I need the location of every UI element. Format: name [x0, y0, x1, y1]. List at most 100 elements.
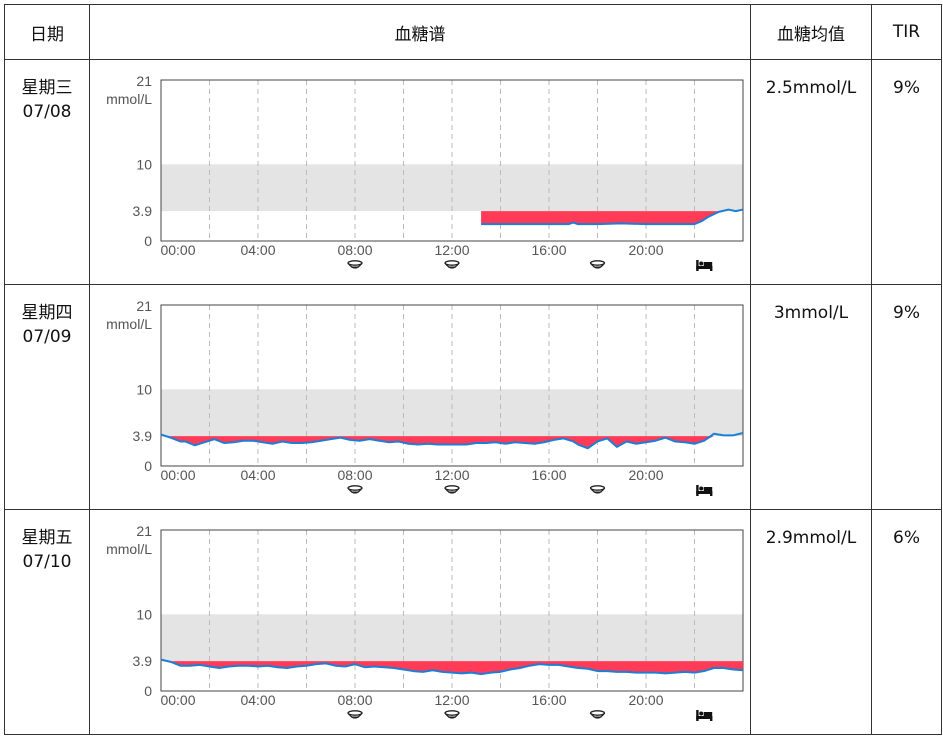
bowl-rim — [347, 710, 363, 716]
bowl-body — [444, 487, 460, 494]
bowl-rim — [589, 485, 606, 491]
bed-icon — [696, 710, 713, 721]
y-axis-unit: mmol/L — [106, 91, 152, 107]
header-glucose-profile: 血糖谱 — [89, 4, 751, 60]
y-tick-label: 10 — [136, 606, 152, 622]
date-label: 07/10 — [22, 552, 72, 572]
x-tick-label: 12:00 — [434, 692, 469, 708]
y-tick-label: 3.9 — [133, 428, 153, 444]
y-axis-unit: mmol/L — [106, 541, 152, 557]
bowl-rim — [444, 485, 460, 491]
header-date: 日期 — [4, 4, 90, 60]
bowl-rim — [589, 710, 606, 716]
weekday-label: 星期四 — [21, 303, 73, 323]
bed-icon — [696, 485, 713, 496]
y-tick-label: 0 — [144, 683, 152, 699]
bed-icon — [696, 260, 713, 271]
date-cell: 星期四 07/09 — [4, 284, 90, 510]
x-tick-label: 08:00 — [337, 242, 372, 258]
meal-bowl-icon — [347, 485, 363, 494]
bowl-rim — [444, 710, 460, 716]
bowl-rim — [347, 260, 363, 266]
tir-value: 6% — [871, 509, 942, 735]
glucose-chart-cell: 21 mmol/L 0 3.9 10 00:00 04:00 08:00 12:00 16:00 2… — [89, 59, 751, 285]
y-tick-label: 10 — [136, 381, 152, 397]
x-tick-label: 12:00 — [434, 467, 469, 483]
plot-frame — [160, 304, 744, 467]
bed-pillow — [699, 261, 704, 266]
x-tick-label: 16:00 — [531, 467, 566, 483]
bowl-body — [589, 712, 606, 719]
meal-bowl-icon — [589, 485, 606, 494]
bed-foot — [710, 716, 713, 721]
x-tick-label: 08:00 — [337, 692, 372, 708]
date-label: 07/09 — [22, 327, 72, 347]
plot-frame — [160, 79, 744, 242]
meal-bowl-icon — [589, 710, 606, 719]
x-tick-label: 04:00 — [240, 692, 275, 708]
y-tick-label: 3.9 — [133, 653, 153, 669]
y-tick-label: 0 — [144, 458, 152, 474]
x-tick-label: 08:00 — [337, 467, 372, 483]
y-tick-label-top: 21 — [136, 73, 152, 89]
bed-foot — [710, 491, 713, 496]
bed-blanket — [703, 487, 713, 491]
x-tick-label: 20:00 — [628, 692, 663, 708]
glucose-line — [481, 208, 744, 226]
mean-glucose-value: 3mmol/L — [750, 284, 872, 510]
bed-head — [696, 710, 699, 721]
x-tick-label: 00:00 — [160, 467, 195, 483]
glucose-profile-chart: 21 mmol/L 0 3.9 10 00:00 04:00 08:00 12:00 16:00 2… — [106, 523, 744, 721]
bowl-rim — [589, 260, 606, 266]
bowl-body — [347, 262, 363, 269]
glucose-chart-cell: 21 mmol/L 0 3.9 10 00:00 04:00 08:00 12:00 16:00 2… — [89, 509, 751, 735]
mean-glucose-value: 2.5mmol/L — [750, 59, 872, 285]
meal-bowl-icon — [444, 710, 460, 719]
x-tick-label: 12:00 — [434, 242, 469, 258]
date-label: 07/08 — [22, 102, 72, 122]
bed-base — [696, 716, 713, 719]
mean-glucose-value: 2.9mmol/L — [750, 509, 872, 735]
bed-base — [696, 491, 713, 494]
y-axis-unit: mmol/L — [106, 316, 152, 332]
x-tick-label: 04:00 — [240, 467, 275, 483]
y-tick-label-top: 21 — [136, 298, 152, 314]
bowl-body — [444, 712, 460, 719]
meal-bowl-icon — [444, 260, 460, 269]
x-tick-label: 04:00 — [240, 242, 275, 258]
x-tick-label: 20:00 — [628, 242, 663, 258]
bed-head — [696, 260, 699, 271]
glucose-profile-chart: 21 mmol/L 0 3.9 10 00:00 04:00 08:00 12:00 16:00 2… — [106, 73, 744, 271]
x-tick-label: 00:00 — [160, 692, 195, 708]
bowl-body — [589, 262, 606, 269]
bowl-rim — [444, 260, 460, 266]
glucose-report-table: 日期 血糖谱 血糖均值 TIR 星期三 07/08 21 mmol/L 0 3.9 10… — [4, 4, 942, 735]
y-tick-label-top: 21 — [136, 523, 152, 539]
x-tick-label: 16:00 — [531, 692, 566, 708]
bed-pillow — [699, 486, 704, 491]
plot-frame — [160, 529, 744, 692]
glucose-line — [160, 658, 744, 676]
y-tick-label: 3.9 — [133, 203, 153, 219]
bed-pillow — [699, 711, 704, 716]
low-glucose-area — [481, 211, 743, 225]
day-row: 星期三 07/08 21 mmol/L 0 3.9 10 00:00 04:00 08:00 1… — [4, 59, 942, 285]
meal-bowl-icon — [347, 710, 363, 719]
x-tick-label: 16:00 — [531, 242, 566, 258]
weekday-label: 星期五 — [21, 528, 73, 548]
bowl-body — [347, 487, 363, 494]
bowl-body — [589, 487, 606, 494]
bed-base — [696, 266, 713, 269]
bowl-rim — [347, 485, 363, 491]
weekday-label: 星期三 — [21, 78, 73, 98]
meal-bowl-icon — [589, 260, 606, 269]
day-row: 星期五 07/10 21 mmol/L 0 3.9 10 00:00 04:00 08:00 1… — [4, 509, 942, 735]
bed-foot — [710, 266, 713, 271]
bed-head — [696, 485, 699, 496]
glucose-chart-cell: 21 mmol/L 0 3.9 10 00:00 04:00 08:00 12:00 16:00 2… — [89, 284, 751, 510]
day-row: 星期四 07/09 21 mmol/L 0 3.9 10 00:00 04:00 08:00 1… — [4, 284, 942, 510]
tir-value: 9% — [871, 59, 942, 285]
low-glucose-area — [161, 436, 743, 449]
header-tir: TIR — [871, 4, 942, 60]
glucose-line — [160, 432, 744, 450]
